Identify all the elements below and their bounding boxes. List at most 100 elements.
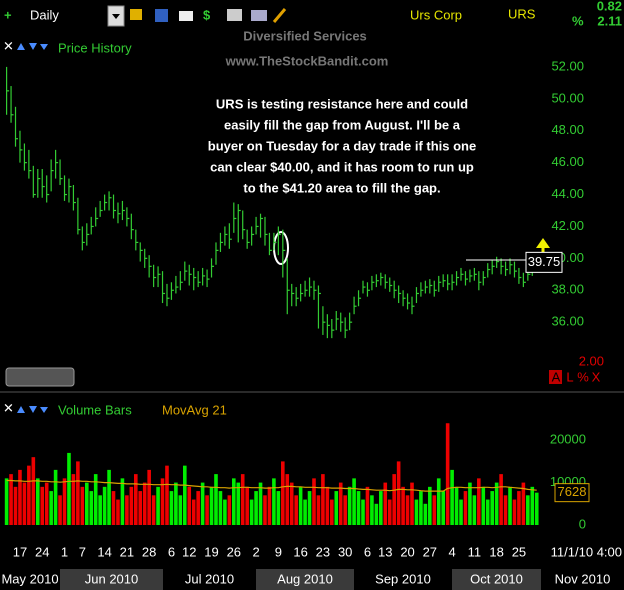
legend-volume: Volume Bars [58, 402, 132, 417]
pane-arrows[interactable] [17, 43, 48, 50]
volume-bar [67, 452, 71, 525]
volume-bar [9, 474, 13, 525]
volume-bar [361, 499, 365, 525]
scroll-widget[interactable] [5, 367, 75, 387]
volume-bar [205, 495, 209, 525]
gap-circle [273, 231, 289, 265]
volume-bar [22, 482, 27, 525]
volume-bar [133, 474, 138, 525]
print-icon[interactable] [227, 9, 242, 21]
volume-bar [472, 495, 477, 525]
toolbar [0, 0, 624, 30]
footer-flag: L [566, 369, 573, 384]
volume-bar [334, 491, 339, 525]
volume-bar [84, 482, 89, 525]
save-icon[interactable] [155, 9, 168, 22]
volume-bar [499, 474, 503, 525]
volume-bar [423, 503, 428, 525]
volume-bar [508, 486, 512, 525]
pane-controls[interactable]: ✕ [3, 38, 14, 53]
volume-bar [258, 482, 263, 525]
volume-bar [35, 478, 40, 525]
x-tick-label: 4 [448, 544, 455, 559]
y-tick-label: 52.00 [551, 58, 584, 73]
volume-bar [396, 461, 401, 525]
y-tick-label: 48.00 [551, 122, 584, 137]
volume-bar [316, 495, 321, 525]
volume-bar [218, 491, 223, 525]
volume-bar [330, 499, 334, 525]
volume-bar [477, 478, 481, 525]
last-volume-box [554, 483, 590, 503]
volume-bar [343, 495, 347, 525]
mail-icon[interactable] [179, 11, 193, 21]
volume-bar [31, 457, 36, 525]
volume-bar [49, 491, 53, 525]
lock-icon[interactable] [130, 9, 142, 20]
volume-bar [494, 482, 499, 525]
last-volume: 7628 [558, 484, 587, 499]
volume-bar [142, 482, 147, 525]
volume-bar [530, 486, 535, 525]
legend-ma: MovAvg 21 [162, 402, 227, 417]
volume-bar [165, 465, 169, 525]
volume-bar [303, 499, 307, 525]
dollar-icon[interactable]: $ [203, 7, 211, 22]
volume-bar [307, 491, 312, 525]
volume-bar [93, 474, 98, 525]
volume-bar [183, 465, 187, 525]
volume-bar [89, 491, 94, 525]
volume-bar [410, 482, 414, 525]
annotation-line: URS is testing resistance here and could [216, 96, 468, 111]
arrow-head [536, 238, 550, 248]
volume-bar [98, 495, 102, 525]
x-tick-label: 11 [468, 544, 482, 559]
volume-bar [352, 478, 356, 525]
volume-bar [517, 491, 521, 525]
volume-bar [178, 495, 183, 525]
volume-bar [454, 486, 459, 525]
volume-bar [401, 486, 405, 525]
pane-controls[interactable]: ✕ [3, 400, 14, 415]
volume-bar [209, 486, 214, 525]
annotation-line: easily fill the gap from August. I'll be… [224, 117, 461, 132]
pencil-icon[interactable] [272, 8, 287, 23]
pane-arrows[interactable] [17, 406, 48, 413]
volume-bar [428, 486, 432, 525]
volume-bar [160, 478, 165, 525]
volume-bar [441, 491, 445, 525]
x-tick-label: 6 [168, 544, 175, 559]
volume-bar [40, 486, 45, 525]
volume-bar [490, 491, 494, 525]
volume-bar [4, 478, 9, 525]
annotation: URS is testing resistance here and could… [208, 96, 476, 195]
volume-bar [356, 491, 361, 525]
volume-bar [76, 461, 80, 525]
month-label: Aug 2010 [277, 571, 333, 586]
volume-bar [156, 486, 160, 525]
month-label: Jul 2010 [185, 571, 234, 586]
volume-bar [387, 499, 392, 525]
x-tick-label: 20 [400, 544, 414, 559]
volume-bar [71, 474, 76, 525]
volume-bar [294, 495, 298, 525]
y-tick-label: 20000 [550, 432, 586, 447]
volume-bar [289, 482, 294, 525]
y-tick-label: 0 [579, 516, 586, 531]
volume-bar [138, 491, 143, 525]
last-price-box [525, 251, 563, 273]
volume-bar [392, 474, 396, 525]
volume-bar [512, 499, 517, 525]
add-icon[interactable]: + [4, 7, 12, 22]
annotation-line: to the $41.20 area to fill the gap. [243, 180, 440, 195]
volume-bar [405, 495, 410, 525]
volume-bar [58, 495, 62, 525]
volume-bar [459, 499, 463, 525]
volume-bar [521, 482, 526, 525]
volume-bar [232, 478, 236, 525]
interval[interactable]: Daily [30, 7, 59, 22]
card-icon[interactable] [251, 10, 267, 21]
volume-bar [120, 478, 125, 525]
x-tick-label: 21 [120, 544, 134, 559]
